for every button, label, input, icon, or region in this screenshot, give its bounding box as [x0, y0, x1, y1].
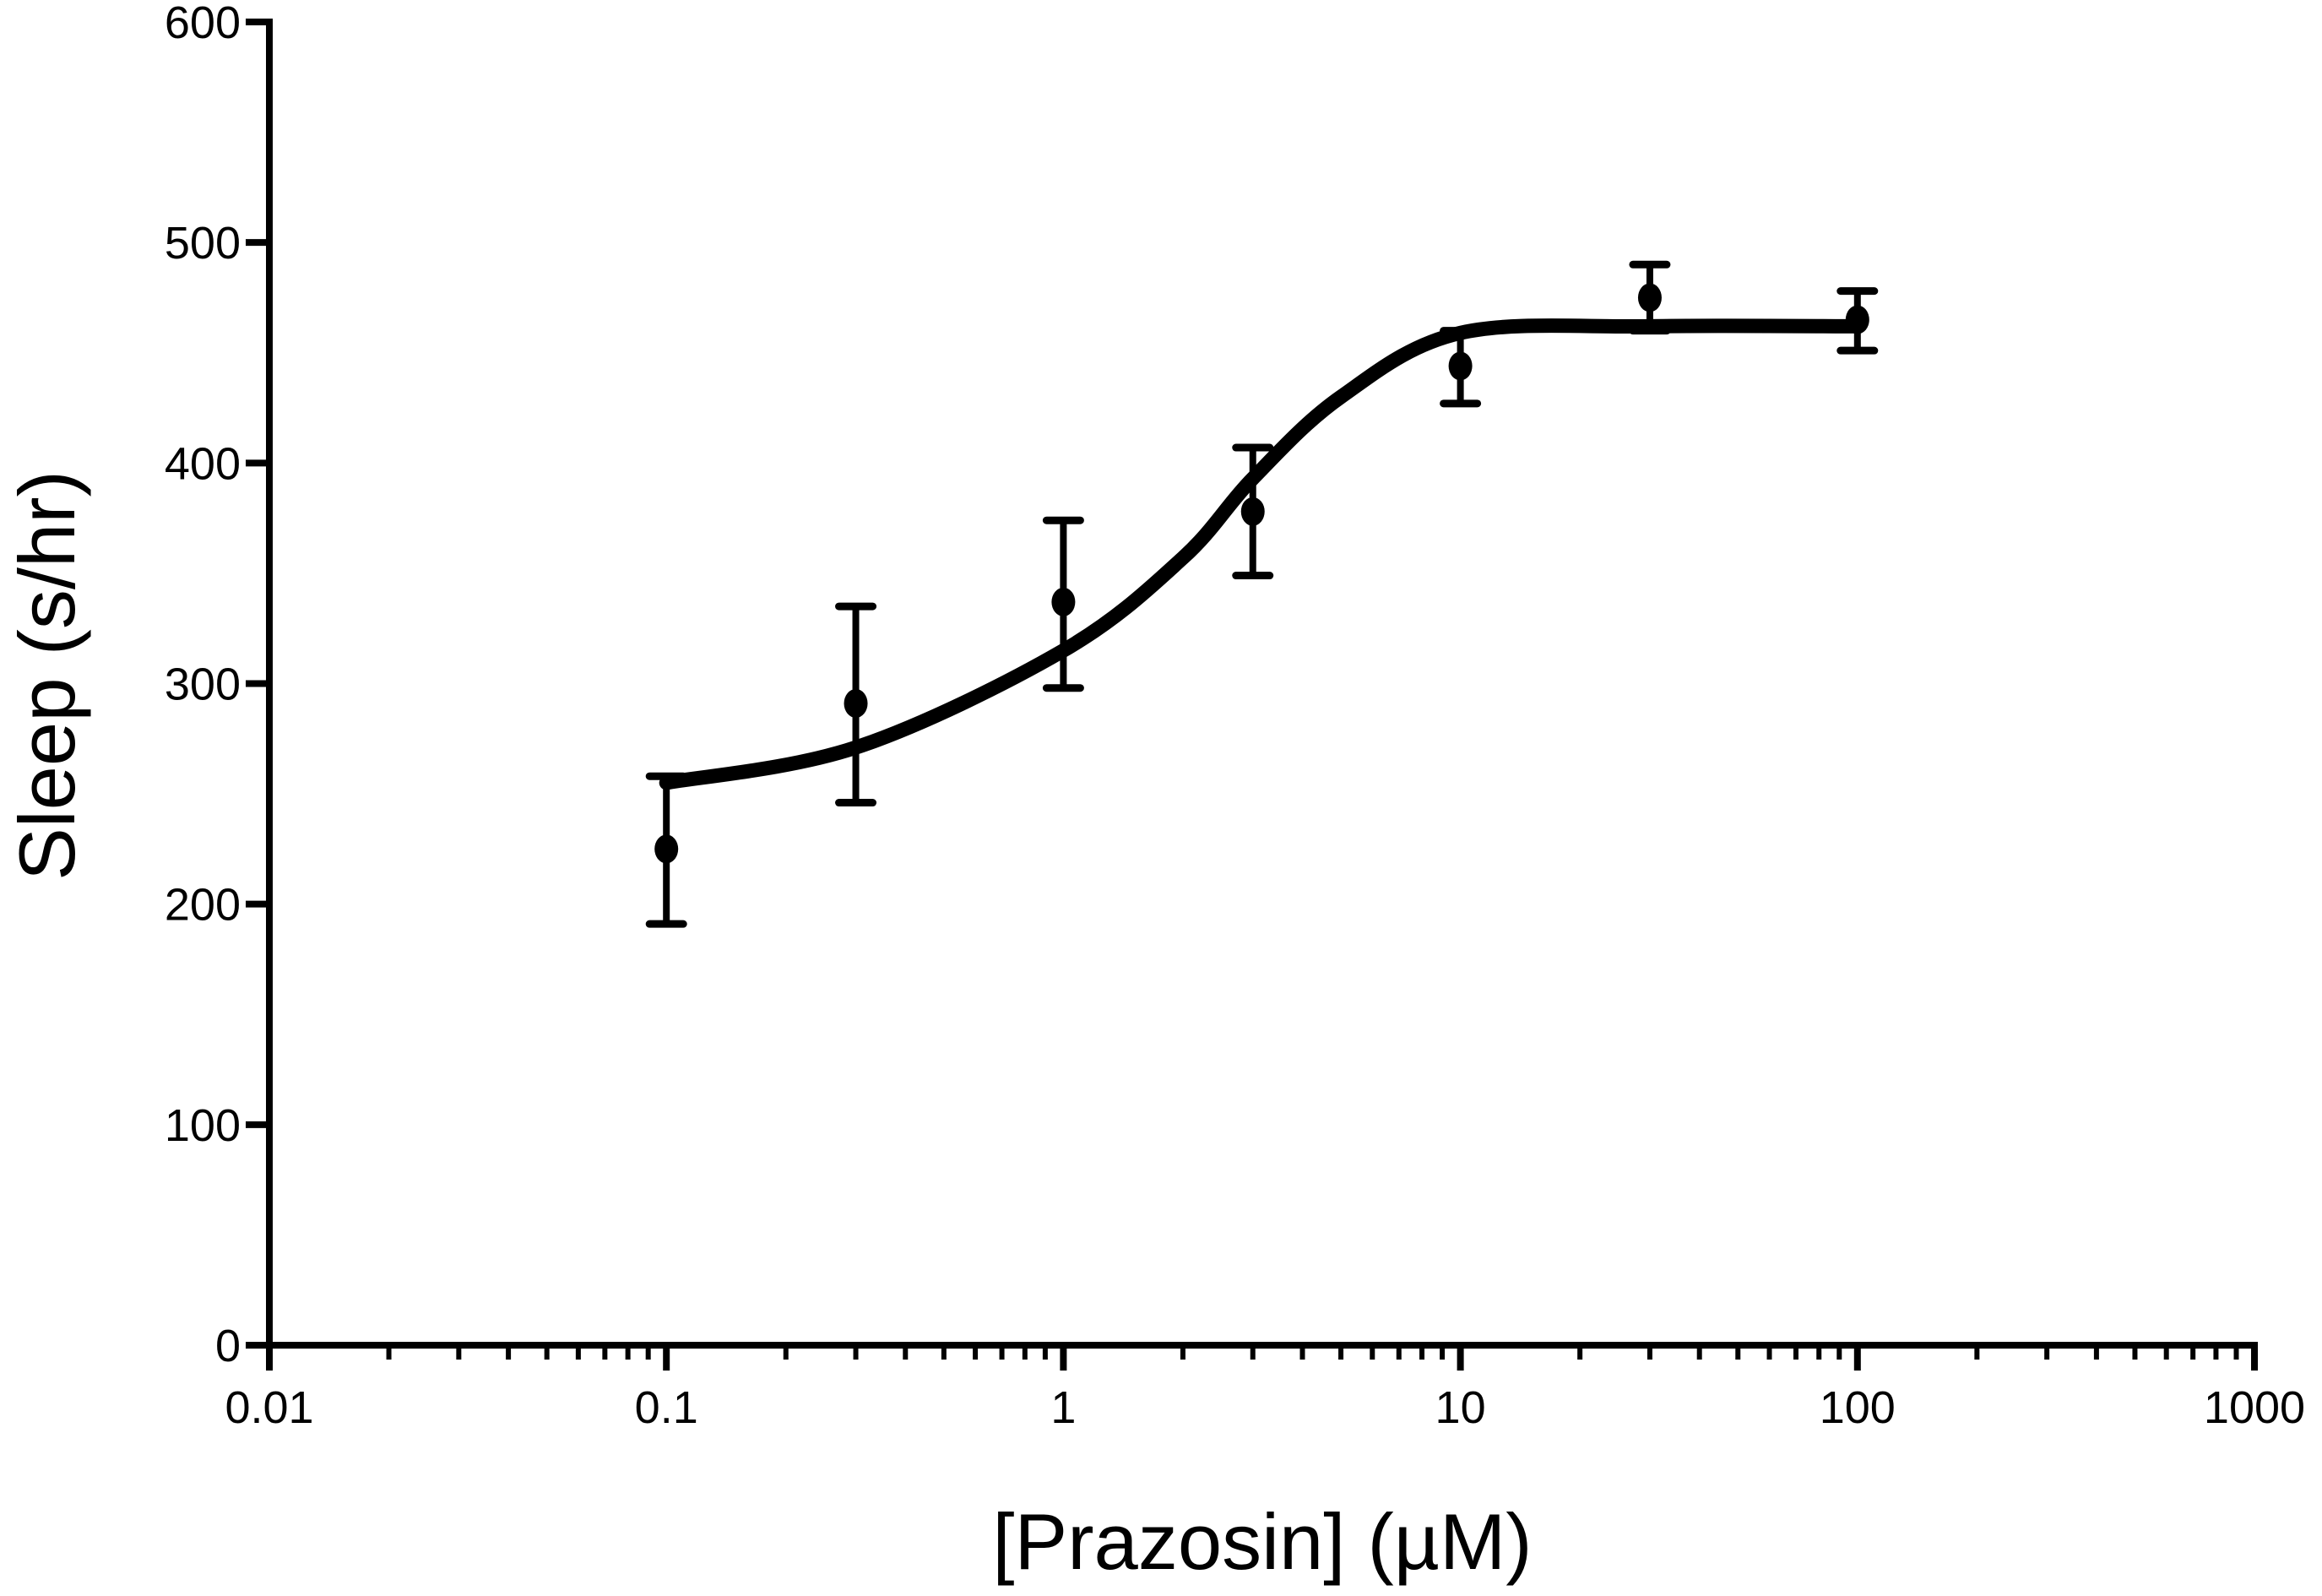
data-point-group: [1440, 327, 1482, 408]
fit-curve: [659, 318, 1865, 790]
axes: [246, 19, 2258, 1371]
data-point-group: [645, 772, 687, 928]
x-tick-label: 1000: [2204, 1382, 2305, 1433]
x-tick-label: 100: [1820, 1382, 1896, 1433]
data-point-group: [1042, 516, 1084, 692]
x-axis-title: [Prazosin] (µM): [992, 1497, 1532, 1586]
data-point: [654, 834, 679, 864]
data-point: [844, 689, 868, 719]
data-point-group: [1232, 443, 1274, 580]
data-point: [1448, 351, 1473, 381]
data-point-group: [1836, 287, 1879, 355]
x-tick-label: 10: [1435, 1382, 1486, 1433]
data-point: [1637, 283, 1662, 312]
x-tick-label: 0.1: [635, 1382, 698, 1433]
y-tick-label: 300: [165, 660, 241, 710]
x-tick-label: 1: [1050, 1382, 1076, 1433]
data-point-group: [835, 602, 877, 807]
y-axis-title: Sleep (s/hr): [3, 470, 91, 881]
y-tick-label: 200: [165, 880, 241, 931]
y-tick-label: 400: [165, 438, 241, 489]
x-tick-label: 0.01: [225, 1382, 313, 1433]
y-tick-label: 100: [165, 1100, 241, 1151]
data-points: [645, 260, 1879, 928]
data-point: [1051, 587, 1076, 616]
data-point: [1845, 305, 1869, 334]
y-tick-label: 500: [165, 218, 241, 269]
data-point: [1240, 497, 1265, 526]
y-tick-label: 600: [165, 0, 241, 48]
data-point-group: [1629, 260, 1671, 335]
tick-labels: 0 100 200 300 400 500 600 0.01 0.1 1 10 100 1000: [165, 0, 2305, 1433]
y-tick-label: 0: [215, 1321, 241, 1371]
